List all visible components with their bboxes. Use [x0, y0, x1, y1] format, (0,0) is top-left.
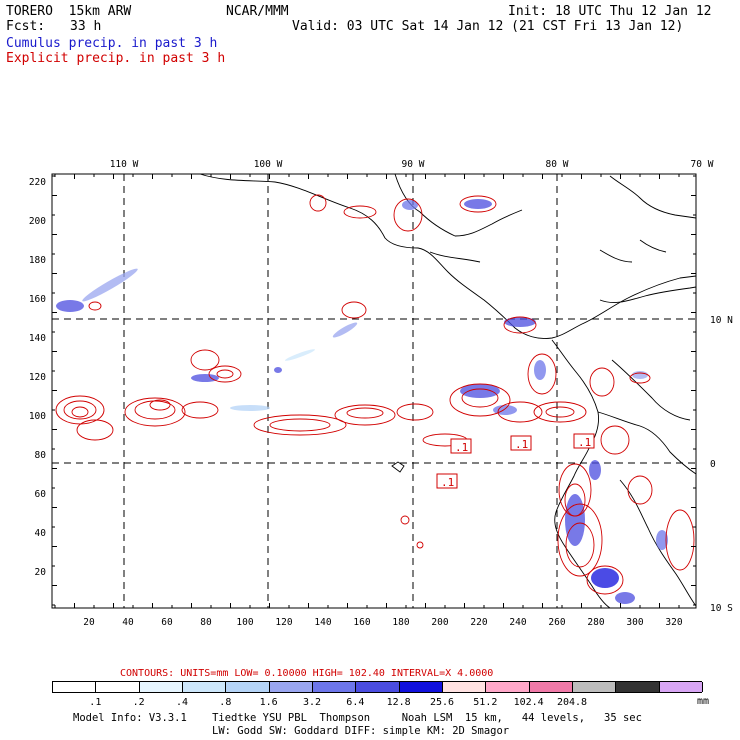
legend-label: .2 — [132, 697, 145, 708]
x-tick-label: 180 — [392, 617, 409, 628]
legend-swatch — [96, 682, 140, 692]
y-index-labels: 220 200 180 160 140 120 100 80 60 40 20 — [29, 177, 46, 578]
y-tick-label: 140 — [29, 333, 46, 344]
x-tick-label: 160 — [353, 617, 370, 628]
legend-swatch — [313, 682, 357, 692]
organization: NCAR/MMM — [226, 4, 289, 19]
y-tick-label: 120 — [29, 372, 46, 383]
lon-label: 70 W — [691, 159, 714, 170]
cumulus-precip — [56, 199, 668, 604]
legend-swatch — [53, 682, 97, 692]
x-index-labels: 20 40 60 80 100 120 140 160 180 200 220 … — [83, 617, 683, 628]
x-tick-label: 220 — [470, 617, 487, 628]
legend-label: 6.4 — [346, 697, 365, 708]
init-time: Init: 18 UTC Thu 12 Jan 12 — [508, 4, 712, 19]
forecast-hour: 33 h — [70, 19, 102, 34]
x-tick-label: 300 — [626, 617, 643, 628]
lon-label: 100 W — [254, 159, 283, 170]
physics-info-line: LW: Godd SW: Goddard DIFF: simple KM: 2D… — [212, 725, 510, 737]
x-tick-label: 60 — [161, 617, 173, 628]
legend-swatch — [139, 682, 183, 692]
lon-label: 80 W — [546, 159, 569, 170]
x-tick-label: 120 — [275, 617, 292, 628]
contour-info: CONTOURS: UNITS=mm LOW= 0.10000 HIGH= 10… — [120, 668, 494, 679]
legend-swatch — [183, 682, 227, 692]
legend-swatch — [616, 682, 660, 692]
color-legend-bar — [52, 681, 703, 693]
y-tick-label: 60 — [35, 489, 47, 500]
x-tick-label: 260 — [548, 617, 565, 628]
axis-ticks — [52, 174, 696, 608]
legend-swatch — [399, 682, 443, 692]
y-tick-label: 100 — [29, 411, 46, 422]
x-tick-label: 280 — [587, 617, 604, 628]
map-frame — [51, 173, 697, 609]
explicit-precip-label: Explicit precip. in past 3 h — [6, 51, 226, 66]
x-tick-label: 80 — [200, 617, 212, 628]
legend-swatch — [356, 682, 400, 692]
legend-swatch — [443, 682, 487, 692]
model-info-line: Model Info: V3.3.1 Tiedtke YSU PBL Thomp… — [73, 712, 642, 724]
y-tick-label: 220 — [29, 177, 46, 188]
legend-swatch — [226, 682, 270, 692]
x-tick-label: 200 — [431, 617, 448, 628]
y-tick-label: 20 — [35, 567, 47, 578]
contour-value-labels: .1 .1 .1 .1 — [436, 433, 595, 489]
y-tick-label: 160 — [29, 294, 46, 305]
x-tick-label: 140 — [314, 617, 331, 628]
legend-swatch — [659, 682, 703, 692]
legend-unit: mm — [697, 696, 710, 707]
y-tick-label: 200 — [29, 216, 46, 227]
legend-swatch — [486, 682, 530, 692]
contour-label: .1 — [578, 436, 591, 449]
contour-label: .1 — [515, 438, 528, 451]
forecast-label: Fcst: — [6, 19, 46, 34]
contour-label: .1 — [441, 476, 454, 489]
legend-label: 1.6 — [259, 697, 278, 708]
coastlines — [199, 173, 697, 609]
longitude-labels: 110 W 100 W 90 W 80 W 70 W — [110, 159, 714, 170]
y-tick-label: 80 — [35, 450, 47, 461]
contour-label-box — [510, 435, 532, 451]
legend-label: .1 — [89, 697, 102, 708]
lat-label: 0 — [710, 459, 716, 470]
lat-label: 10 N — [710, 315, 733, 326]
x-tick-label: 20 — [83, 617, 95, 628]
legend-swatch — [573, 682, 617, 692]
contour-label: .1 — [455, 441, 468, 454]
lon-label: 90 W — [402, 159, 425, 170]
legend-label: .8 — [219, 697, 232, 708]
x-tick-label: 40 — [122, 617, 134, 628]
legend-swatch — [269, 682, 313, 692]
contour-label-box — [450, 438, 472, 454]
lon-label: 110 W — [110, 159, 139, 170]
y-tick-label: 180 — [29, 255, 46, 266]
contour-label-box — [436, 473, 458, 489]
legend-label: 3.2 — [302, 697, 322, 708]
cumulus-precip-label: Cumulus precip. in past 3 h — [6, 36, 218, 51]
x-tick-label: 100 — [236, 617, 253, 628]
legend-label: 204.8 — [556, 697, 588, 708]
legend-label: 25.6 — [429, 697, 455, 708]
legend-label: 12.8 — [386, 697, 411, 708]
valid-time: Valid: 03 UTC Sat 14 Jan 12 (21 CST Fri … — [292, 19, 684, 34]
y-tick-label: 40 — [35, 528, 47, 539]
model-name: TORERO 15km ARW — [6, 4, 132, 19]
grid-lines — [52, 174, 696, 608]
x-tick-label: 320 — [665, 617, 682, 628]
lat-label: 10 S — [710, 603, 733, 614]
legend-label: 51.2 — [473, 697, 498, 708]
x-tick-label: 240 — [509, 617, 526, 628]
legend-swatch — [529, 682, 573, 692]
latitude-labels: 10 N 0 10 S — [710, 315, 733, 614]
explicit-precip — [55, 194, 695, 595]
contour-label-box — [573, 433, 595, 449]
legend-label: .4 — [175, 697, 189, 708]
legend-label: 102.4 — [513, 697, 544, 708]
